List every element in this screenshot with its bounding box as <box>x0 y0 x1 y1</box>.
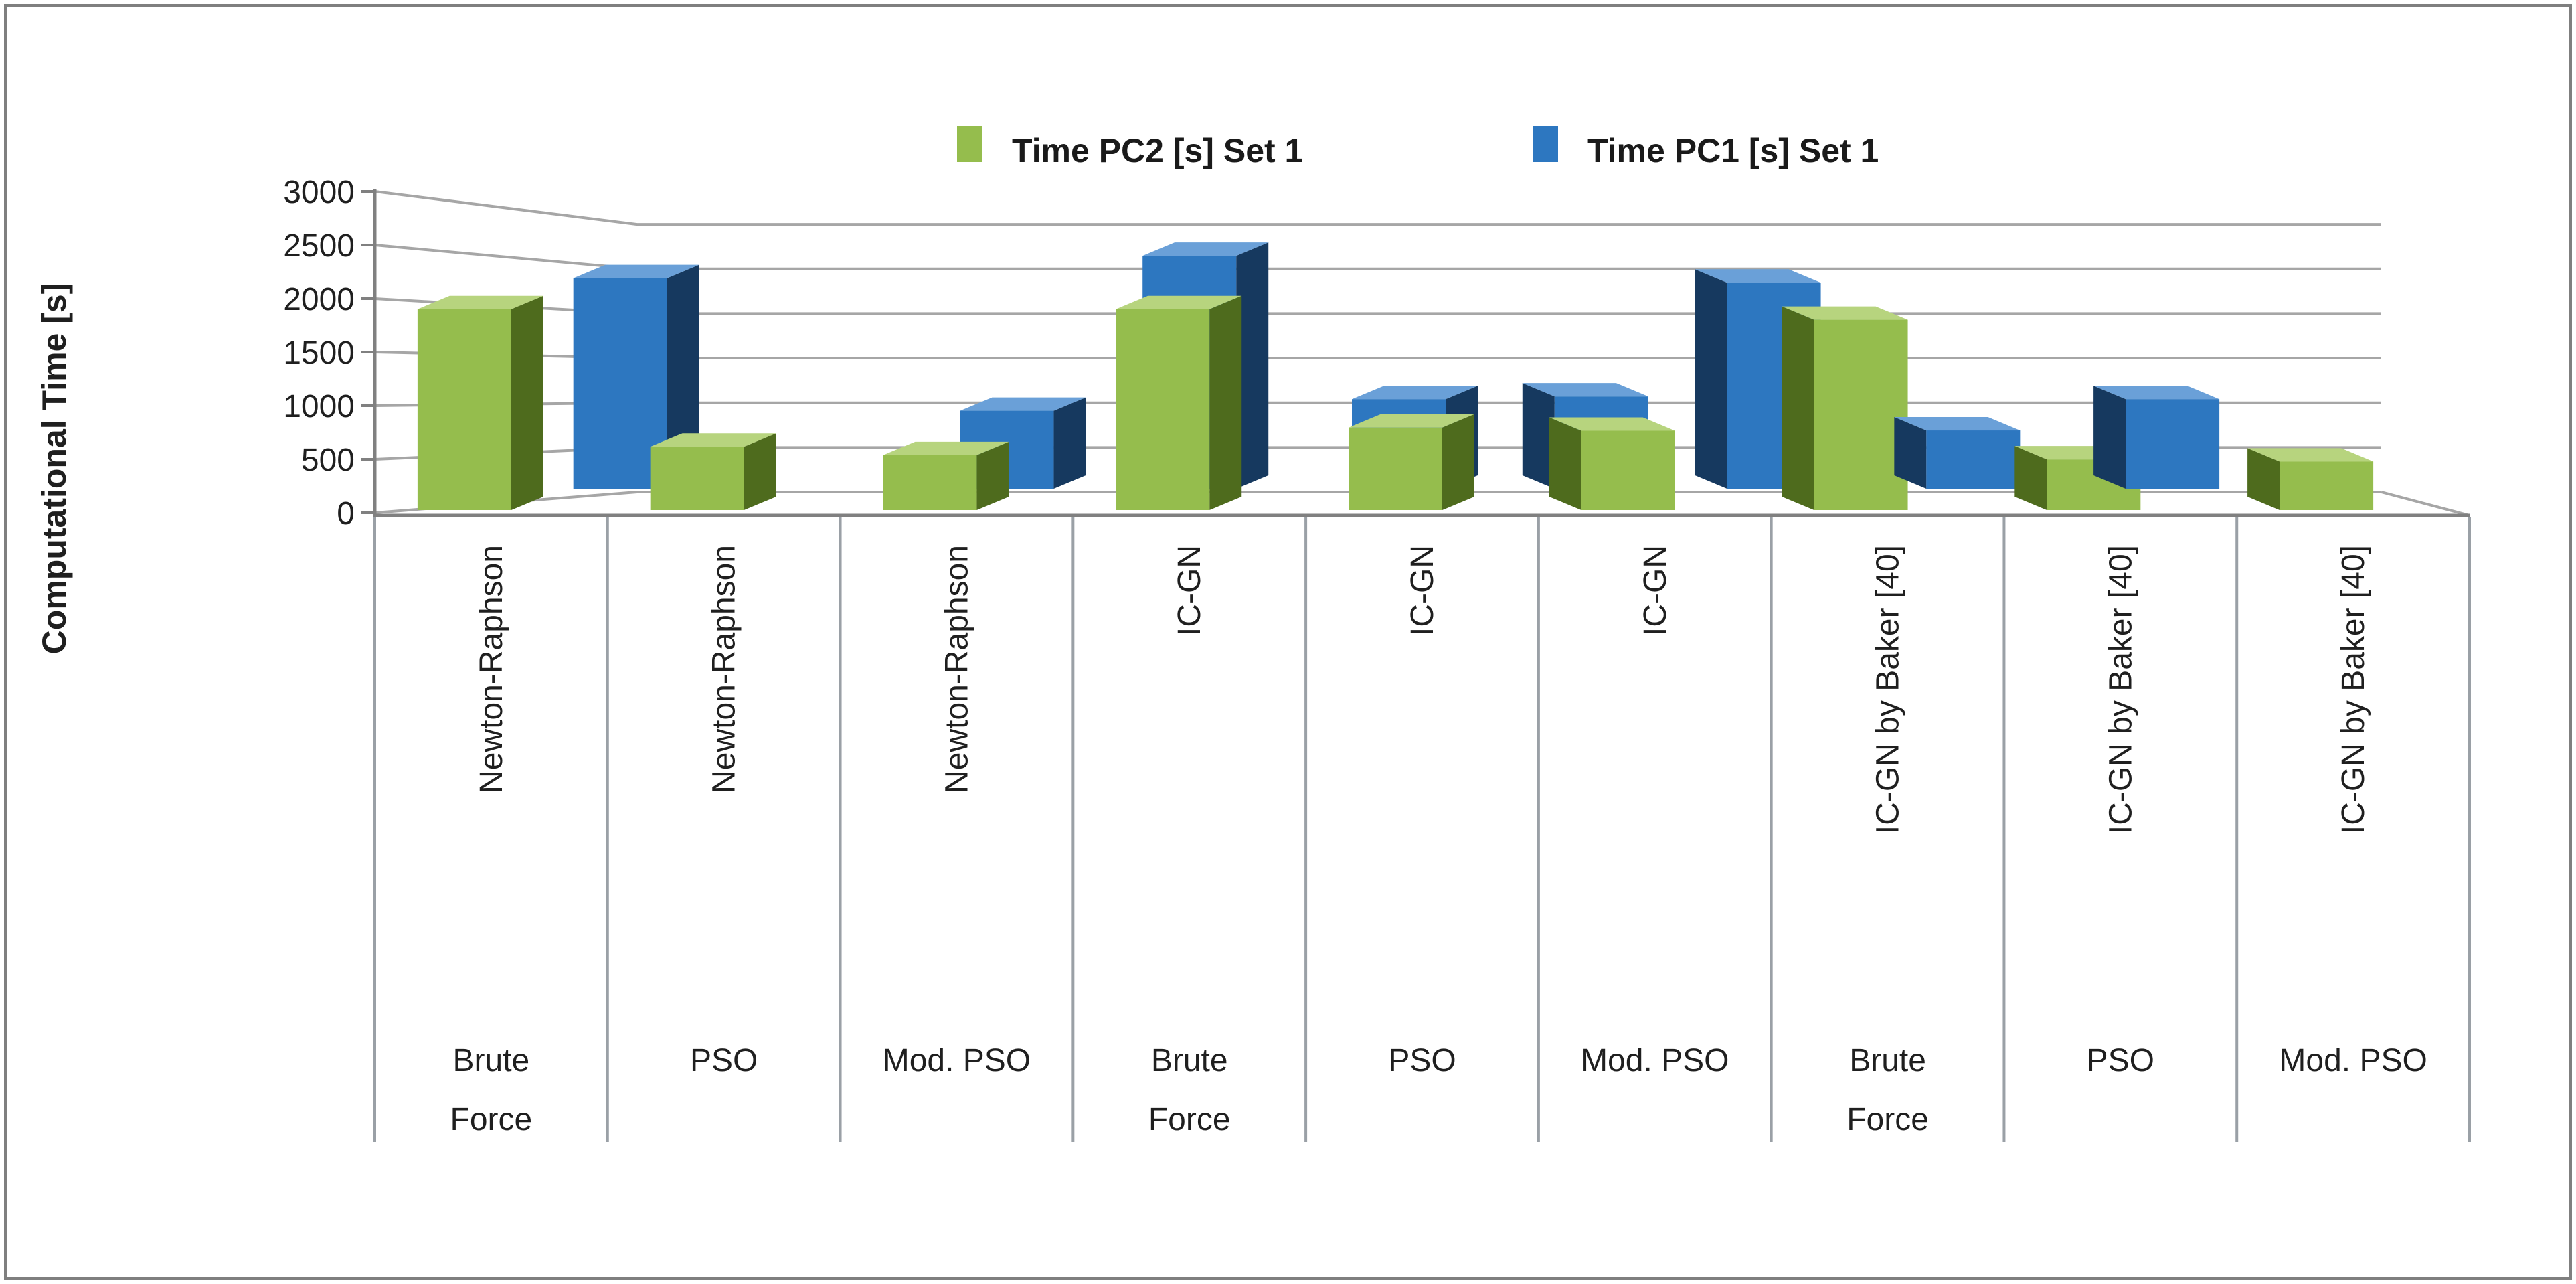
y-tick-label: 1500 <box>283 335 355 371</box>
gridline <box>374 190 2381 226</box>
bar-pc2-8 <box>2247 448 2374 510</box>
bar-side-face <box>2093 386 2126 489</box>
search-label: Brute Force <box>450 1043 533 1137</box>
bar-front-face <box>2280 461 2374 510</box>
bar-side-face <box>976 441 1009 510</box>
bar-side-face <box>1053 397 1086 489</box>
legend-entry-0 <box>957 126 982 162</box>
method-label: IC-GN <box>1405 545 1440 636</box>
bar-top-face <box>1142 242 1269 256</box>
y-tick-label: 1000 <box>283 389 355 424</box>
search-label: PSO <box>2087 1043 2154 1078</box>
y-axis-title: Computational Time [s] <box>35 283 73 655</box>
bar-pc2-0 <box>417 295 543 510</box>
bar-side-face <box>1442 414 1474 510</box>
bar-pc2-3 <box>1116 295 1242 510</box>
y-tick-label: 500 <box>301 443 355 478</box>
bar-top-face <box>1522 383 1648 397</box>
bar-top-face <box>883 441 1009 455</box>
legend-label: Time PC1 [s] Set 1 <box>1587 132 1879 169</box>
bar-side-face <box>1695 269 1727 489</box>
bar-side-face <box>1522 383 1555 489</box>
search-label: Mod. PSO <box>2279 1043 2427 1078</box>
bar-top-face <box>1782 306 1908 320</box>
bar-side-face <box>1894 417 1927 489</box>
method-label: Newton-Raphson <box>474 545 509 793</box>
method-label: IC-GN by Baker [40] <box>2103 545 2138 834</box>
method-label: IC-GN <box>1638 545 1673 636</box>
bar-front-face <box>1349 427 1442 510</box>
bar-top-face <box>960 397 1086 411</box>
bar-front-face <box>650 447 744 510</box>
search-label: PSO <box>1388 1043 1456 1078</box>
legend-swatch <box>1533 126 1558 162</box>
y-tick-label: 3000 <box>283 175 355 210</box>
bar-top-face <box>573 264 699 278</box>
bar-front-face <box>1814 319 1908 510</box>
bar-pc2-4 <box>1349 414 1474 510</box>
y-tick-label: 0 <box>337 496 355 532</box>
floor-right-edge <box>2381 491 2470 517</box>
bar-front-face <box>2126 399 2220 489</box>
bar-side-face <box>744 433 776 510</box>
bar-side-face <box>1209 295 1242 510</box>
bar-pc1-7 <box>1894 417 2021 489</box>
bar-top-face <box>1894 417 2021 431</box>
legend-label: Time PC2 [s] Set 1 <box>1012 132 1303 169</box>
bar-top-face <box>1349 414 1474 428</box>
bar-top-face <box>650 433 776 447</box>
bar-pc2-2 <box>883 441 1009 510</box>
bar-side-face <box>511 295 543 510</box>
bar-front-face <box>1116 309 1210 510</box>
bar-pc1-8 <box>2093 386 2220 489</box>
search-label: Brute Force <box>1847 1043 1929 1137</box>
bar-pc2-6 <box>1782 306 1908 510</box>
bar-top-face <box>1116 295 1242 309</box>
bar-top-face <box>1549 417 1675 431</box>
bar-top-face <box>1352 386 1478 400</box>
legend-swatch <box>957 126 982 162</box>
bar-pc2-5 <box>1549 417 1675 510</box>
bar-top-face <box>1695 269 1821 283</box>
bar-top-face <box>2093 386 2220 400</box>
bar-side-face <box>1549 417 1581 510</box>
bar-side-face <box>667 264 699 489</box>
legend-entry-1 <box>1533 126 1558 162</box>
method-label: IC-GN by Baker [40] <box>2336 545 2371 834</box>
figure-border <box>4 4 2572 1280</box>
method-label: IC-GN by Baker [40] <box>1871 545 1906 834</box>
y-tick-label: 2500 <box>283 228 355 264</box>
search-label: PSO <box>690 1043 758 1078</box>
y-tick-label: 2000 <box>283 282 355 317</box>
method-label: Newton-Raphson <box>939 545 974 793</box>
bar-front-face <box>417 309 511 510</box>
search-label: Mod. PSO <box>883 1043 1031 1078</box>
bar-pc2-1 <box>650 433 776 510</box>
search-label: Brute Force <box>1148 1043 1231 1137</box>
bar-front-face <box>1926 430 2021 489</box>
bar-front-face <box>883 455 977 510</box>
bar-top-face <box>2247 448 2374 462</box>
search-label: Mod. PSO <box>1581 1043 1729 1078</box>
bar-top-face <box>417 295 543 309</box>
method-label: IC-GN <box>1172 545 1207 636</box>
bar-side-face <box>2014 446 2047 510</box>
bar-side-face <box>1782 306 1814 510</box>
bar-front-face <box>1581 430 1675 510</box>
bar-side-face <box>2247 448 2280 510</box>
bar-side-face <box>1236 242 1269 489</box>
method-label: Newton-Raphson <box>707 545 742 793</box>
